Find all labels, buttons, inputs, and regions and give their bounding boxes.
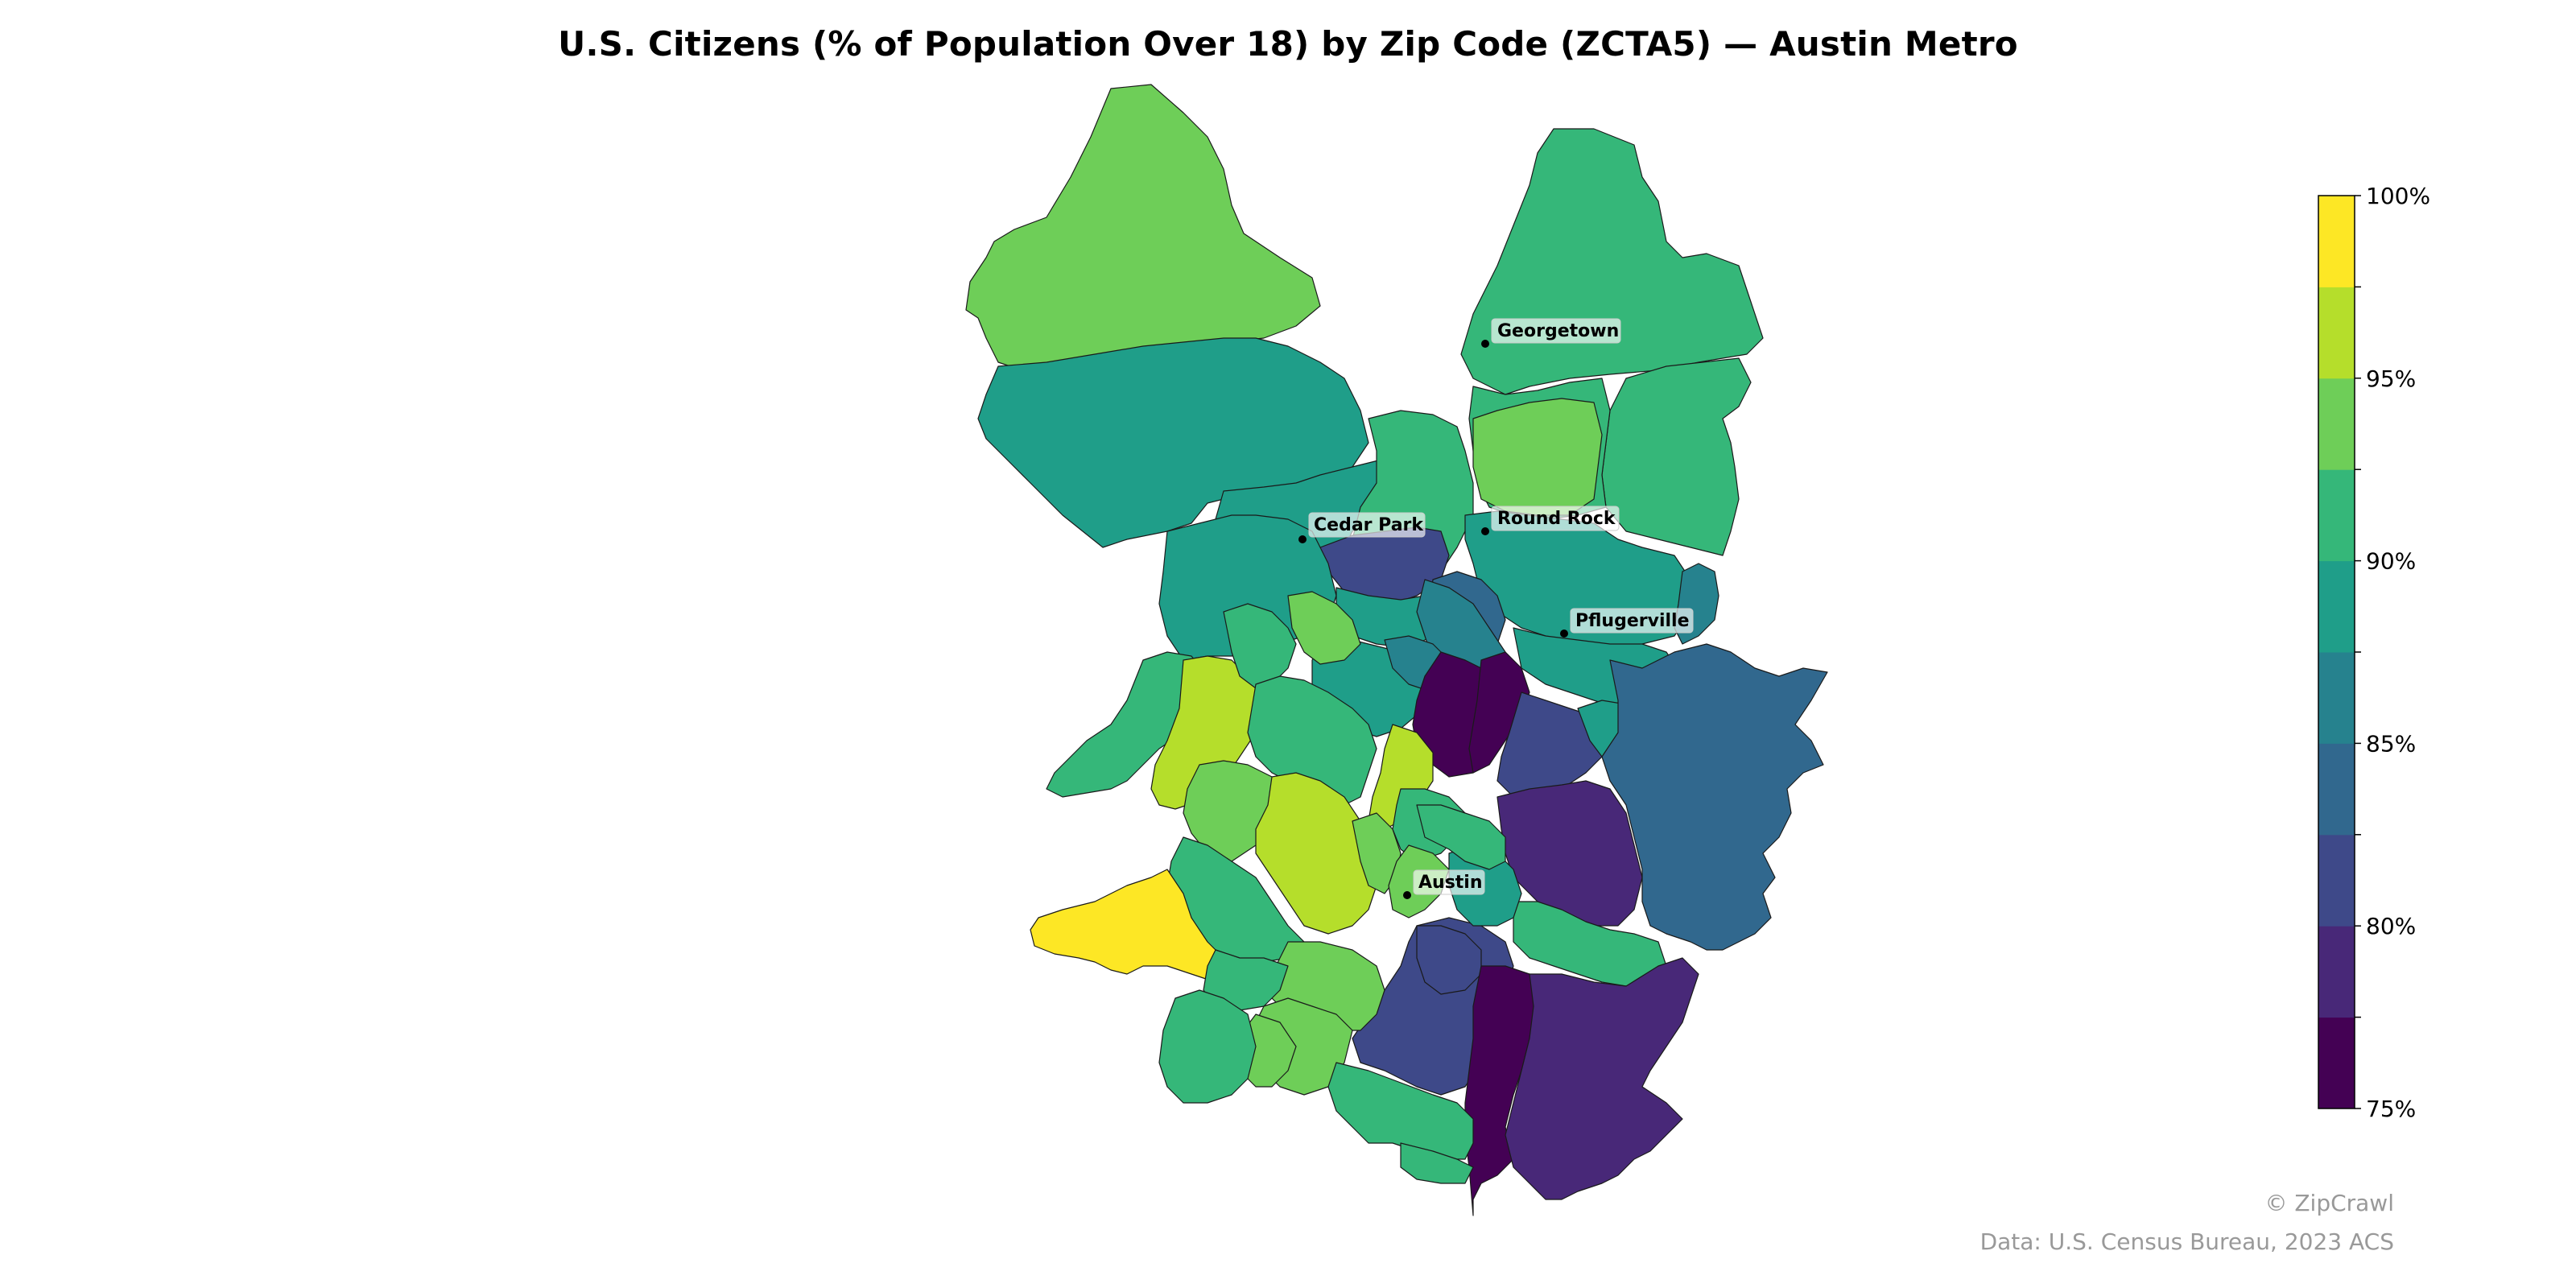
colorbar-swatch bbox=[2318, 560, 2355, 653]
zip-region bbox=[1400, 1142, 1474, 1184]
colorbar-tick-label: 95% bbox=[2366, 365, 2416, 392]
colorbar-swatch bbox=[2318, 196, 2355, 287]
city-label: Round Rock bbox=[1497, 509, 1616, 529]
zip-region bbox=[1601, 643, 1828, 951]
city-marker-cedar-park: Cedar Park bbox=[1298, 512, 1426, 543]
zip-regions bbox=[965, 84, 1828, 1216]
zip-region bbox=[1468, 651, 1530, 774]
colorbar-tick-label: 85% bbox=[2366, 730, 2416, 757]
city-label: Cedar Park bbox=[1314, 515, 1424, 535]
credit-text: © ZipCrawl bbox=[2264, 1190, 2394, 1216]
zip-region bbox=[1247, 675, 1377, 806]
colorbar-swatch bbox=[2318, 469, 2355, 562]
source-text: Data: U.S. Census Bureau, 2023 ACS bbox=[1979, 1228, 2394, 1255]
colorbar-swatch bbox=[2318, 287, 2355, 379]
city-label: Georgetown bbox=[1497, 321, 1619, 341]
zip-region bbox=[1472, 398, 1603, 516]
colorbar-swatch bbox=[2318, 834, 2355, 927]
zip-region bbox=[1287, 591, 1361, 665]
city-label: Pflugerville bbox=[1575, 611, 1690, 631]
zip-region bbox=[1416, 804, 1506, 870]
zip-region bbox=[1601, 357, 1752, 556]
zip-region bbox=[965, 84, 1321, 371]
city-marker-austin: Austin bbox=[1403, 869, 1485, 899]
zip-region bbox=[1255, 772, 1377, 935]
colorbar-swatch bbox=[2318, 378, 2355, 470]
colorbar-swatch bbox=[2318, 743, 2355, 836]
colorbar-tick-label: 75% bbox=[2366, 1096, 2416, 1122]
colorbar-swatch bbox=[2318, 1017, 2355, 1109]
colorbar-swatch bbox=[2318, 926, 2355, 1018]
zip-region bbox=[1223, 603, 1297, 689]
city-marker-pflugerville: Pflugerville bbox=[1560, 608, 1694, 638]
colorbar-tick-label: 90% bbox=[2366, 548, 2416, 575]
colorbar-swatch bbox=[2318, 652, 2355, 744]
zip-region bbox=[1416, 925, 1482, 995]
zip-region bbox=[1505, 957, 1699, 1200]
city-marker-georgetown: Georgetown bbox=[1481, 318, 1621, 348]
city-marker-round-rock: Round Rock bbox=[1481, 506, 1620, 535]
colorbar-tick-label: 80% bbox=[2366, 913, 2416, 939]
colorbar-tick-label: 100% bbox=[2366, 183, 2430, 209]
zip-region bbox=[1460, 128, 1764, 395]
city-label: Austin bbox=[1418, 873, 1483, 893]
map-title: U.S. Citizens (% of Population Over 18) … bbox=[558, 24, 2018, 64]
zip-region bbox=[1158, 989, 1257, 1104]
colorbar-legend: 100% 95% 90% 85% 80% 75% bbox=[2318, 183, 2430, 1122]
